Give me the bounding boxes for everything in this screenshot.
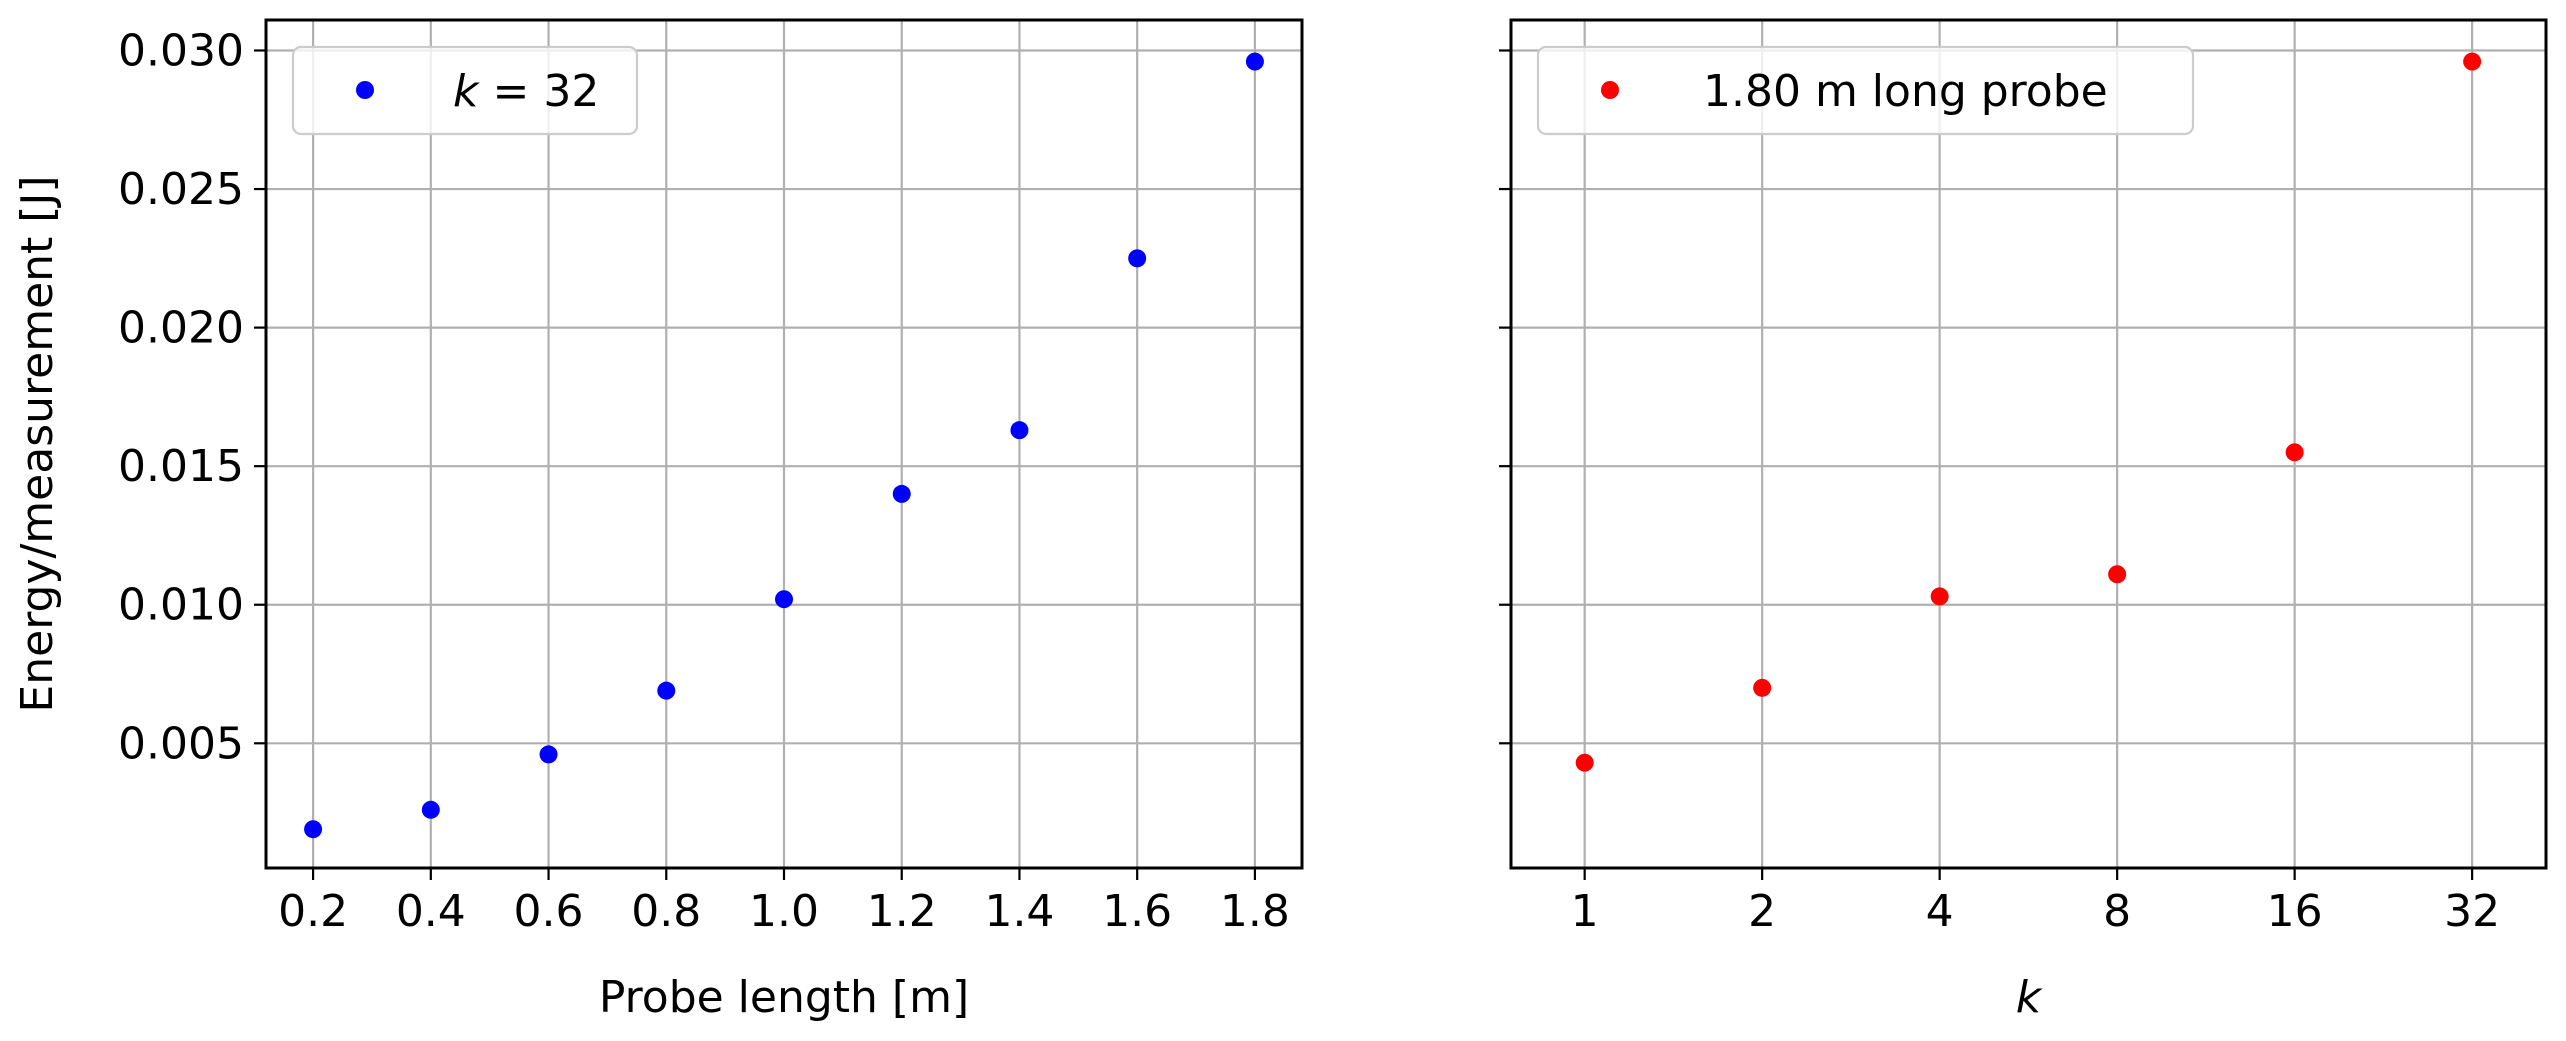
y-tick-label: 0.005 [118,718,244,769]
data-point [539,745,558,764]
data-point [1010,421,1029,440]
x-tick-label: 32 [2444,886,2500,937]
data-point [1245,52,1264,71]
x-tick-label: 1.2 [867,886,937,937]
data-point [2108,565,2127,584]
x-tick-label: 1 [1571,886,1599,937]
data-point [304,820,323,839]
data-point [775,590,793,609]
x-tick-label: 1.4 [984,886,1054,937]
x-tick-label: 1.0 [749,886,819,937]
data-point [2285,443,2304,462]
data-point [421,800,440,819]
data-point [1575,753,1594,772]
y-tick-label: 0.025 [118,164,244,215]
x-tick-label: 1.6 [1102,886,1172,937]
axes-frame [264,18,1304,870]
legend-label: 1.80 m long probe [1703,66,2108,117]
y-tick-label: 0.030 [118,25,244,76]
x-tick-label: 8 [2103,886,2131,937]
y-tick-label: 0.015 [118,441,244,492]
y-tick-label: 0.020 [118,303,244,354]
x-tick-label: 0.4 [396,886,466,937]
y-tick-label: 0.010 [118,580,244,631]
x-tick-label: 4 [1926,886,1954,937]
x-tick-label: 2 [1748,886,1776,937]
legend-marker [356,81,374,99]
legend-label: k = 32 [453,66,599,117]
x-axis-label: Probe length [m] [599,972,969,1023]
chart-panel-1: 0.2 0.4 0.6 0.8 1.0 1.2 1.4 1.6 1.8 0.005 0.010 0.0… [12,18,1304,1023]
x-tick-label: 16 [2267,886,2323,937]
y-axis-label: Energy/measurement [J] [12,175,63,712]
x-tick-label: 0.8 [631,886,701,937]
data-point [1930,587,1949,606]
data-point [1128,249,1147,268]
x-tick-label: 0.6 [514,886,584,937]
x-axis-label: k [2016,972,2043,1023]
data-point [1753,678,1772,697]
data-point [2463,52,2482,71]
legend-box [291,45,639,136]
x-tick-label: 0.2 [278,886,348,937]
x-tick-label: 1.8 [1220,886,1290,937]
axes-frame [1509,18,2548,870]
data-point [657,681,676,700]
legend-marker [1601,81,1619,99]
data-point [892,484,911,503]
chart-panel-2: 1 2 4 8 16 32 k 1.80 m long probe [1499,18,2548,1023]
legend-box [1536,45,2195,136]
